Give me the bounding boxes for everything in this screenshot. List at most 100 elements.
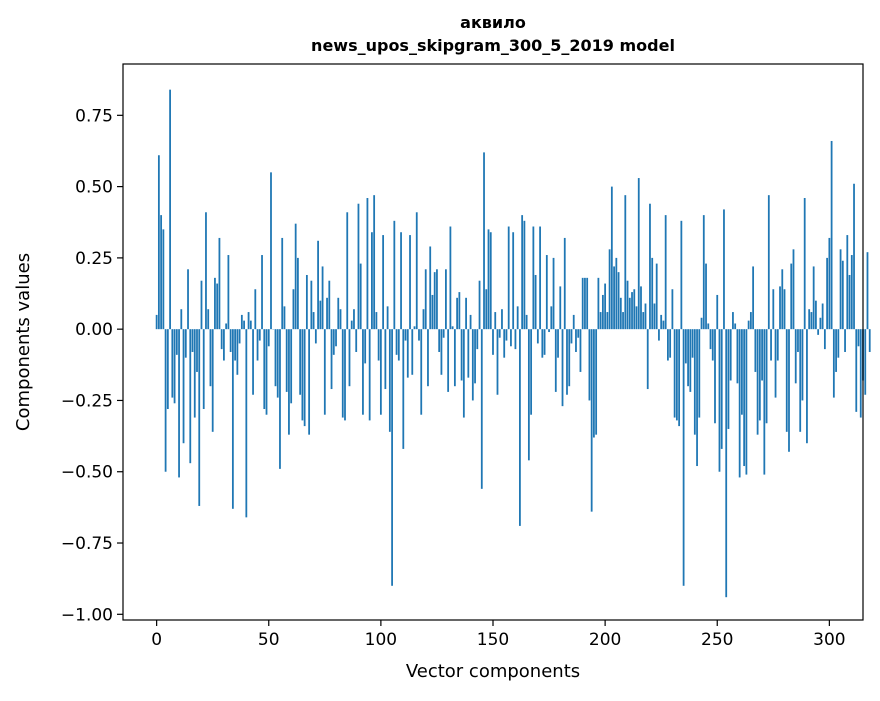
bar-168: [532, 227, 534, 330]
x-axis-label: Vector components: [406, 661, 580, 682]
bar-269: [759, 329, 761, 420]
bar-166: [528, 329, 530, 460]
bar-160: [515, 329, 517, 349]
bar-253: [723, 209, 725, 329]
bar-41: [248, 312, 250, 329]
bar-182: [564, 238, 566, 329]
bar-81: [337, 298, 339, 329]
bar-89: [355, 329, 357, 352]
bar-222: [654, 304, 656, 330]
bar-265: [750, 312, 752, 329]
bar-229: [669, 329, 671, 358]
bar-46: [259, 329, 261, 340]
bar-99: [378, 329, 380, 360]
bar-312: [855, 329, 857, 412]
bar-51: [270, 172, 272, 329]
bar-197: [598, 278, 600, 329]
bar-0: [156, 315, 158, 329]
bar-157: [508, 227, 510, 330]
y-axis-ticks: 0.750.500.250.00−0.25−0.50−0.75−1.00: [61, 106, 123, 625]
bar-130: [447, 329, 449, 392]
bar-33: [230, 329, 232, 352]
bar-278: [779, 286, 781, 329]
bar-105: [391, 329, 393, 586]
bar-313: [858, 329, 860, 346]
bar-240: [694, 329, 696, 435]
bar-216: [640, 286, 642, 329]
bar-188: [577, 329, 579, 338]
bar-153: [499, 329, 501, 338]
bar-101: [382, 235, 384, 329]
bar-55: [279, 329, 281, 469]
bar-232: [676, 329, 678, 420]
bar-75: [324, 329, 326, 415]
bar-220: [649, 204, 651, 329]
bar-276: [775, 329, 777, 397]
bar-275: [772, 289, 774, 329]
bar-127: [441, 329, 443, 375]
bar-119: [423, 309, 425, 329]
bar-228: [667, 329, 669, 360]
bar-286: [797, 329, 799, 352]
bar-195: [593, 329, 595, 437]
x-tick-label: 250: [701, 630, 733, 650]
bar-280: [784, 289, 786, 329]
bar-71: [315, 329, 317, 343]
bar-29: [221, 329, 223, 349]
bar-163: [521, 215, 523, 329]
bar-295: [817, 329, 819, 335]
bar-162: [519, 329, 521, 526]
bar-77: [328, 281, 330, 329]
y-tick-label: −1.00: [61, 605, 113, 625]
bar-294: [815, 301, 817, 330]
bar-316: [864, 329, 866, 395]
bar-91: [360, 264, 362, 330]
bar-289: [804, 198, 806, 329]
bar-288: [802, 329, 804, 400]
bar-48: [263, 329, 265, 409]
bar-244: [703, 215, 705, 329]
chart-subtitle: news_upos_skipgram_300_5_2019 model: [311, 36, 675, 55]
bar-235: [683, 329, 685, 586]
bar-94: [367, 198, 369, 329]
bar-76: [326, 298, 328, 329]
bar-79: [333, 329, 335, 355]
bar-107: [396, 329, 398, 355]
y-tick-label: 0.25: [75, 249, 113, 269]
bar-25: [212, 329, 214, 432]
bar-186: [573, 315, 575, 329]
bar-123: [432, 295, 434, 329]
y-tick-label: −0.75: [61, 534, 113, 554]
bar-180: [559, 286, 561, 329]
bar-243: [701, 318, 703, 329]
bar-173: [544, 329, 546, 355]
bar-22: [205, 212, 207, 329]
bar-318: [869, 329, 871, 352]
bar-227: [665, 215, 667, 329]
bar-196: [595, 329, 597, 435]
bar-124: [434, 272, 436, 329]
bar-133: [454, 329, 456, 386]
bar-6: [169, 90, 171, 330]
bar-226: [663, 321, 665, 330]
bar-206: [618, 272, 620, 329]
bar-116: [416, 212, 418, 329]
bar-60: [290, 329, 292, 403]
bar-64: [299, 329, 301, 395]
bar-61: [293, 289, 295, 329]
bar-301: [831, 141, 833, 329]
bar-225: [660, 315, 662, 329]
bar-44: [254, 289, 256, 329]
bar-34: [232, 329, 234, 509]
bar-201: [606, 312, 608, 329]
bar-267: [754, 329, 756, 372]
bar-252: [721, 329, 723, 449]
bar-18: [196, 329, 198, 372]
bar-140: [470, 315, 472, 329]
bar-110: [402, 329, 404, 449]
bar-97: [373, 195, 375, 329]
bar-203: [611, 187, 613, 330]
bar-104: [389, 329, 391, 432]
x-tick-label: 300: [813, 630, 845, 650]
